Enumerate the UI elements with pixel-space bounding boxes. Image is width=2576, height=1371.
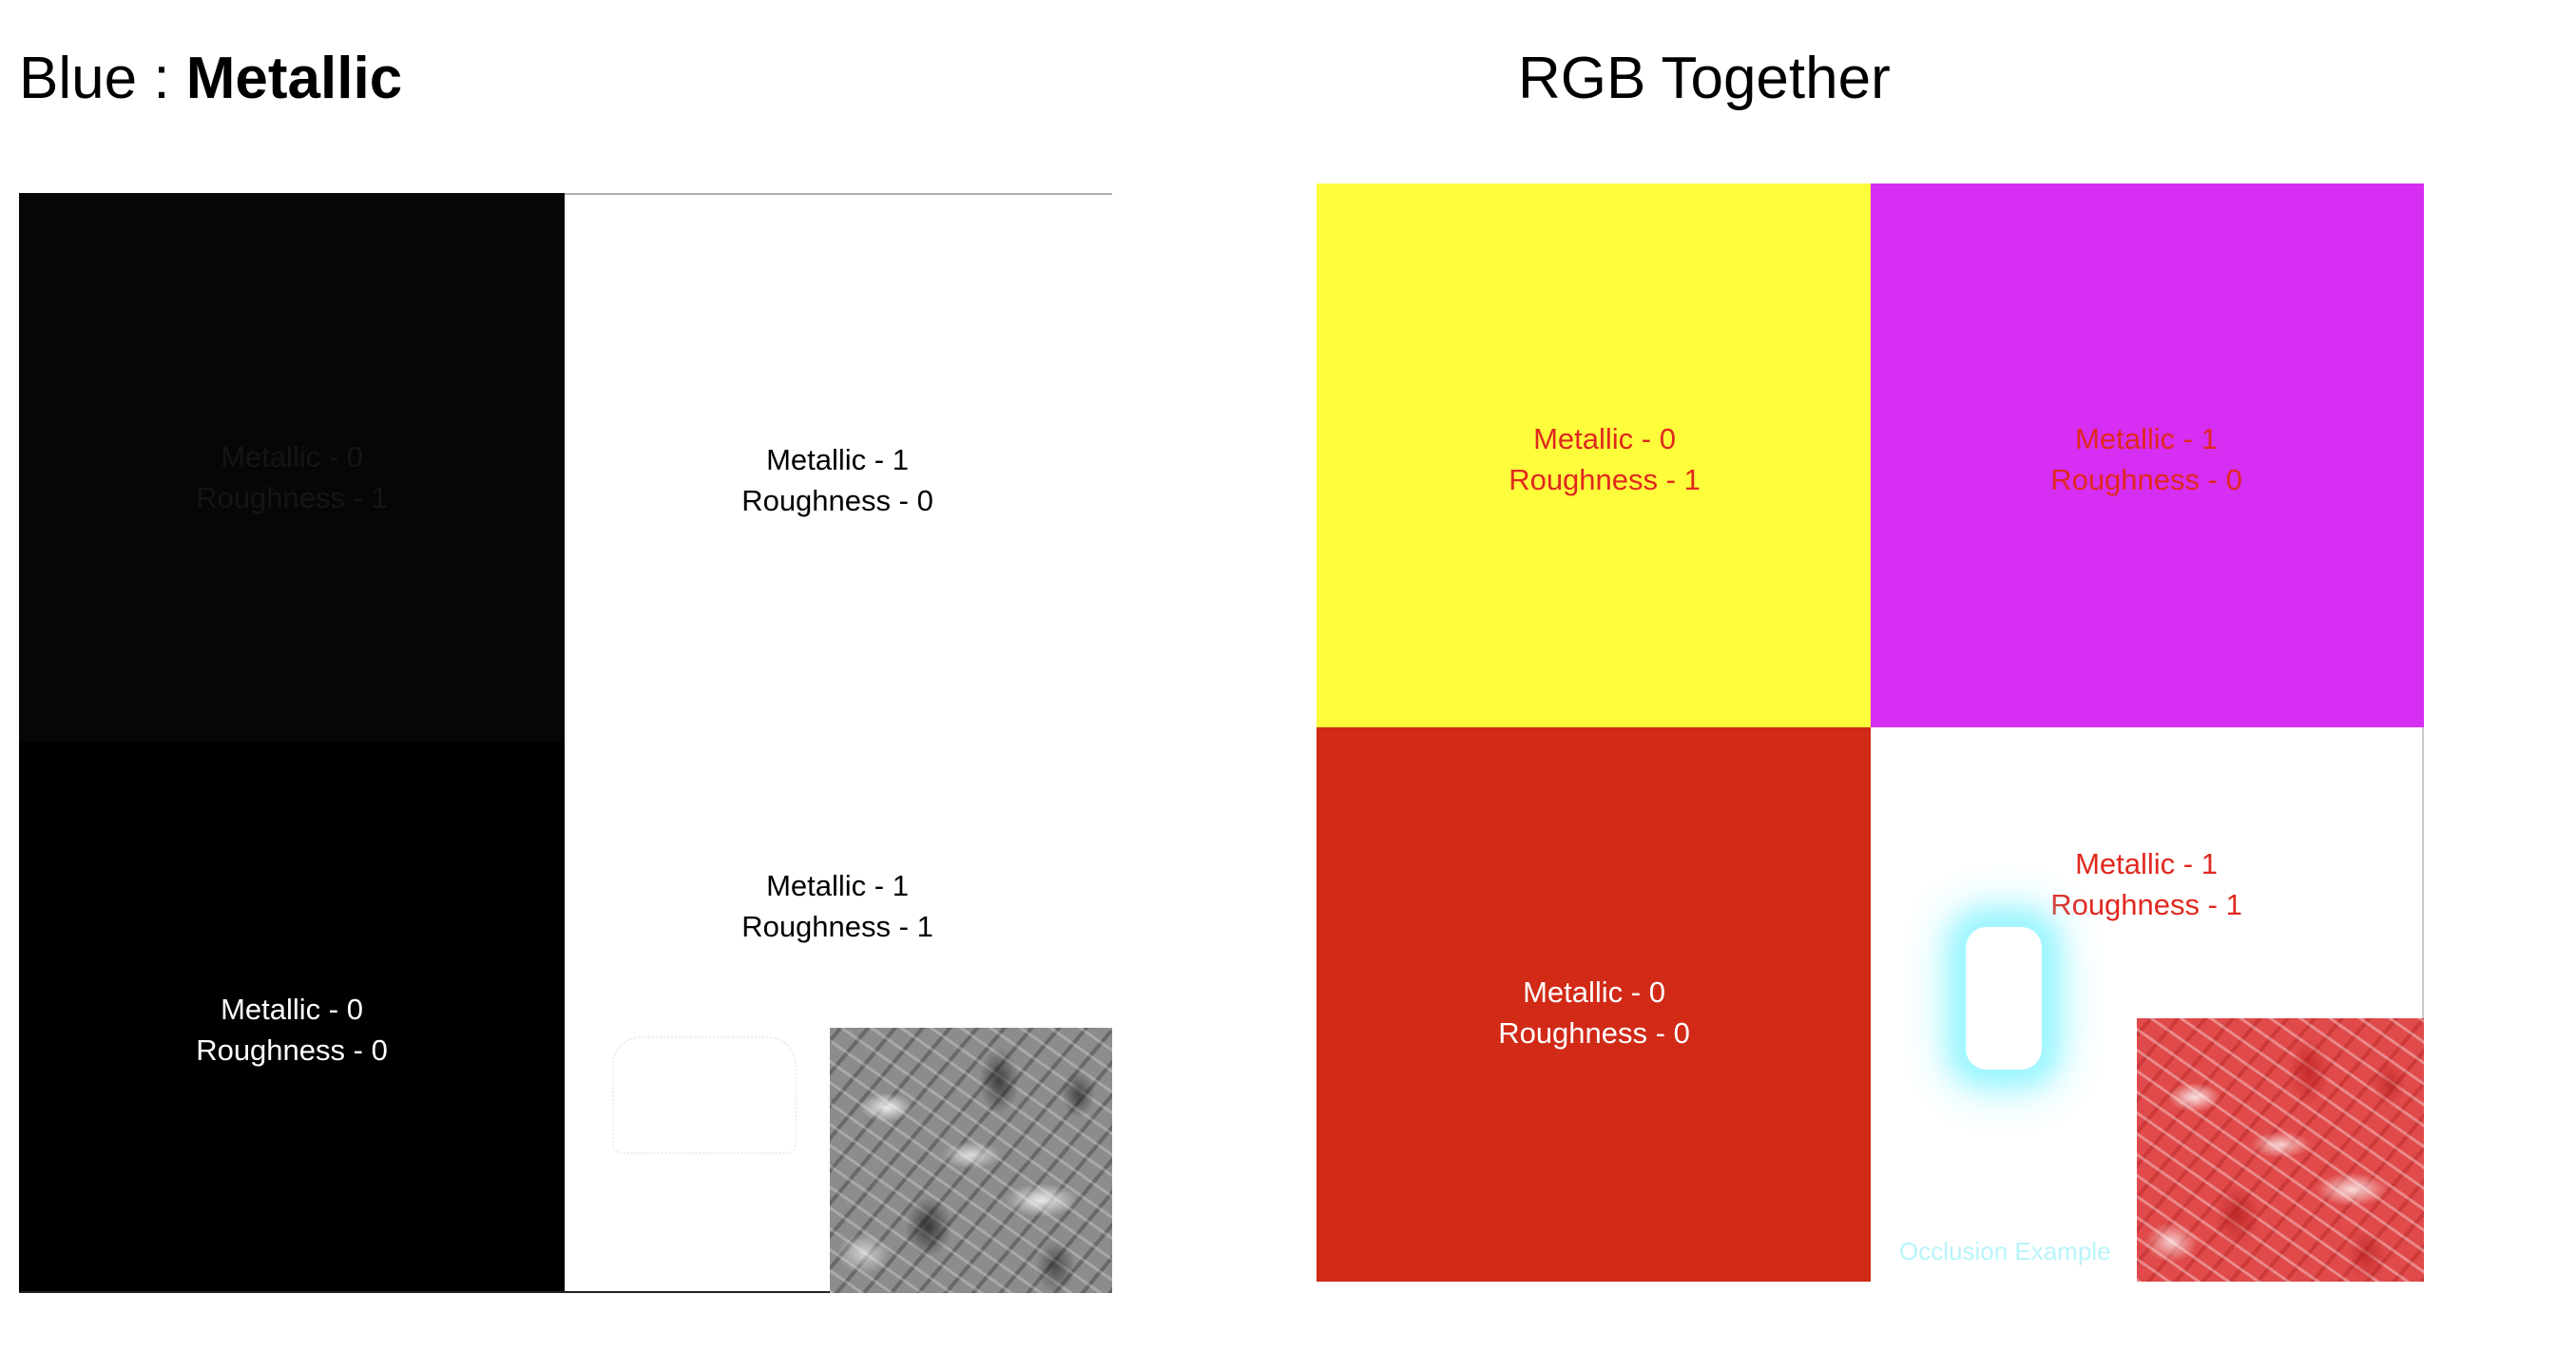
rgb-combined-panel: Metallic - 0 Roughness - 1 Metallic - 1 … <box>1317 183 2424 1282</box>
quadrant-bottom-left-black: Metallic - 0 Roughness - 0 <box>19 743 565 1293</box>
quadrant-yellow-label: Metallic - 0 Roughness - 1 <box>1509 422 1701 496</box>
quadrant-bottom-left-label: Metallic - 0 Roughness - 0 <box>196 993 388 1067</box>
left-panel-title: Blue : Metallic <box>19 49 402 108</box>
metallic-map-panel: Metallic - 0 Roughness - 1 Metallic - 0 … <box>19 193 1112 1293</box>
occlusion-glow-shape <box>1966 927 2042 1070</box>
quadrant-magenta: Metallic - 1 Roughness - 0 <box>1871 183 2424 727</box>
quadrant-red: Metallic - 0 Roughness - 0 <box>1317 727 1871 1282</box>
quadrant-bottom-right-label: Metallic - 1 Roughness - 1 <box>741 869 933 943</box>
left-title-prefix: Blue : <box>19 46 186 111</box>
quadrant-top-left-hidden-label: Metallic - 0 Roughness - 1 <box>196 440 388 514</box>
quadrant-red-label: Metallic - 0 Roughness - 0 <box>1498 975 1690 1050</box>
left-title-bold: Metallic <box>185 46 403 111</box>
metal-texture-red <box>2137 1018 2424 1282</box>
quadrant-white-label: Metallic - 1 Roughness - 1 <box>2050 847 2242 921</box>
quadrant-top-left-dark: Metallic - 0 Roughness - 1 <box>19 193 565 743</box>
quadrant-yellow: Metallic - 0 Roughness - 1 <box>1317 183 1871 727</box>
quadrant-magenta-label: Metallic - 1 Roughness - 0 <box>2050 422 2242 496</box>
occlusion-example-caption: Occlusion Example <box>1899 1237 2111 1265</box>
quadrant-top-right-label: Metallic - 1 Roughness - 0 <box>741 443 933 517</box>
right-panel-title: RGB Together <box>1518 46 1891 111</box>
panel-bottom-edge <box>19 1291 1112 1293</box>
faint-dotted-shape <box>612 1036 797 1154</box>
metal-texture-grayscale <box>830 1028 1112 1293</box>
